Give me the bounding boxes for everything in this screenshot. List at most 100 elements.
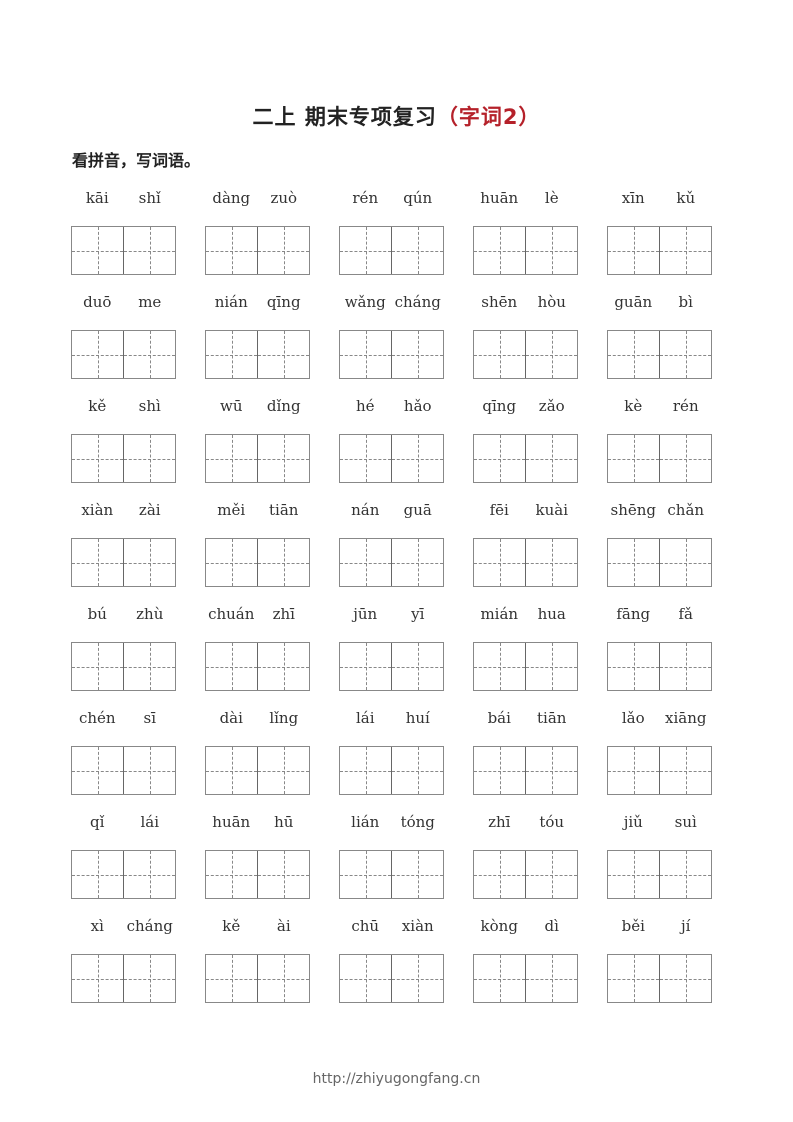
- pinyin: mián hua: [473, 605, 578, 627]
- pinyin-syllable: hǎo: [403, 397, 432, 415]
- word-item: qǐ lái: [71, 813, 176, 899]
- writing-box: [473, 434, 578, 483]
- tian-zi-ge-cell: [474, 955, 525, 1002]
- tian-zi-ge-cell: [72, 643, 123, 690]
- pinyin-syllable: tóng: [400, 813, 435, 831]
- writing-box: [339, 434, 444, 483]
- tian-zi-ge-cell: [72, 227, 123, 274]
- writing-box: [607, 850, 712, 899]
- pinyin: lián tóng: [339, 813, 444, 835]
- writing-box: [71, 850, 176, 899]
- tian-zi-ge-cell: [340, 331, 391, 378]
- pinyin-syllable: duō: [83, 293, 112, 311]
- writing-box: [71, 330, 176, 379]
- tian-zi-ge-cell: [72, 331, 123, 378]
- pinyin-syllable: suì: [674, 813, 697, 831]
- pinyin-syllable: dàng: [212, 189, 251, 207]
- writing-box: [205, 642, 310, 691]
- pinyin-syllable: xīn: [621, 189, 645, 207]
- tian-zi-ge-cell: [123, 747, 175, 794]
- pinyin-syllable: měi: [217, 501, 246, 519]
- pinyin-syllable: lái: [355, 709, 375, 727]
- pinyin-syllable: zuò: [270, 189, 298, 207]
- pinyin-syllable: jūn: [353, 605, 378, 623]
- tian-zi-ge-cell: [123, 955, 175, 1002]
- tian-zi-ge-cell: [123, 227, 175, 274]
- pinyin: chū xiàn: [339, 917, 444, 939]
- pinyin-syllable: fāng: [616, 605, 651, 623]
- word-item: xiàn zài: [71, 501, 176, 587]
- pinyin-syllable: fēi: [489, 501, 509, 519]
- tian-zi-ge-cell: [72, 955, 123, 1002]
- pinyin-syllable: chén: [78, 709, 116, 727]
- pinyin: běi jí: [607, 917, 712, 939]
- pinyin-syllable: huí: [405, 709, 430, 727]
- tian-zi-ge-cell: [659, 955, 711, 1002]
- pinyin-syllable: hū: [274, 813, 294, 831]
- tian-zi-ge-cell: [72, 539, 123, 586]
- pinyin-syllable: chǎn: [667, 501, 705, 519]
- pinyin: kě shì: [71, 397, 176, 419]
- tian-zi-ge-cell: [659, 331, 711, 378]
- pinyin: měi tiān: [205, 501, 310, 523]
- pinyin-syllable: shēng: [610, 501, 657, 519]
- pinyin-syllable: lè: [544, 189, 559, 207]
- word-item: jiǔ suì: [607, 813, 712, 899]
- pinyin: chuán zhī: [205, 605, 310, 627]
- pinyin-syllable: lián: [351, 813, 380, 831]
- pinyin-syllable: huān: [480, 189, 519, 207]
- word-item: bái tiān: [473, 709, 578, 795]
- pinyin-syllable: xì: [90, 917, 104, 935]
- title-highlight: （字词2）: [436, 105, 541, 129]
- tian-zi-ge-cell: [206, 747, 257, 794]
- tian-zi-ge-cell: [206, 435, 257, 482]
- pinyin-syllable: tiān: [269, 501, 299, 519]
- pinyin-syllable: kě: [88, 397, 107, 415]
- pinyin-syllable: qīng: [266, 293, 301, 311]
- word-item: huān hū: [205, 813, 310, 899]
- word-item: guān bì: [607, 293, 712, 379]
- tian-zi-ge-cell: [474, 435, 525, 482]
- writing-box: [205, 850, 310, 899]
- tian-zi-ge-cell: [608, 227, 659, 274]
- pinyin-syllable: hua: [537, 605, 566, 623]
- writing-box: [205, 330, 310, 379]
- word-item: dài lǐng: [205, 709, 310, 795]
- writing-box: [473, 954, 578, 1003]
- tian-zi-ge-cell: [608, 539, 659, 586]
- word-item: fāng fǎ: [607, 605, 712, 691]
- pinyin-syllable: xiàn: [81, 501, 114, 519]
- tian-zi-ge-cell: [123, 539, 175, 586]
- tian-zi-ge-cell: [474, 539, 525, 586]
- word-item: wǎng cháng: [339, 293, 444, 379]
- word-item: mián hua: [473, 605, 578, 691]
- tian-zi-ge-cell: [659, 643, 711, 690]
- pinyin-syllable: tóu: [539, 813, 565, 831]
- writing-box: [607, 642, 712, 691]
- pinyin: wǎng cháng: [339, 293, 444, 315]
- pinyin-syllable: qīng: [482, 397, 517, 415]
- tian-zi-ge-cell: [72, 747, 123, 794]
- pinyin: nián qīng: [205, 293, 310, 315]
- tian-zi-ge-cell: [608, 955, 659, 1002]
- tian-zi-ge-cell: [257, 539, 309, 586]
- pinyin-syllable: wǎng: [344, 293, 386, 311]
- pinyin-syllable: guān: [614, 293, 653, 311]
- tian-zi-ge-cell: [72, 851, 123, 898]
- pinyin-syllable: guā: [403, 501, 432, 519]
- tian-zi-ge-cell: [206, 227, 257, 274]
- word-item: lǎo xiāng: [607, 709, 712, 795]
- writing-box: [607, 226, 712, 275]
- pinyin: fāng fǎ: [607, 605, 712, 627]
- pinyin: xiàn zài: [71, 501, 176, 523]
- tian-zi-ge-cell: [391, 851, 443, 898]
- pinyin-syllable: yī: [411, 605, 425, 623]
- pinyin: dài lǐng: [205, 709, 310, 731]
- word-item: bú zhù: [71, 605, 176, 691]
- word-item: shēn hòu: [473, 293, 578, 379]
- pinyin-syllable: zhī: [272, 605, 295, 623]
- pinyin-syllable: kāi: [85, 189, 109, 207]
- word-item: lián tóng: [339, 813, 444, 899]
- word-item: rén qún: [339, 189, 444, 275]
- writing-box: [473, 850, 578, 899]
